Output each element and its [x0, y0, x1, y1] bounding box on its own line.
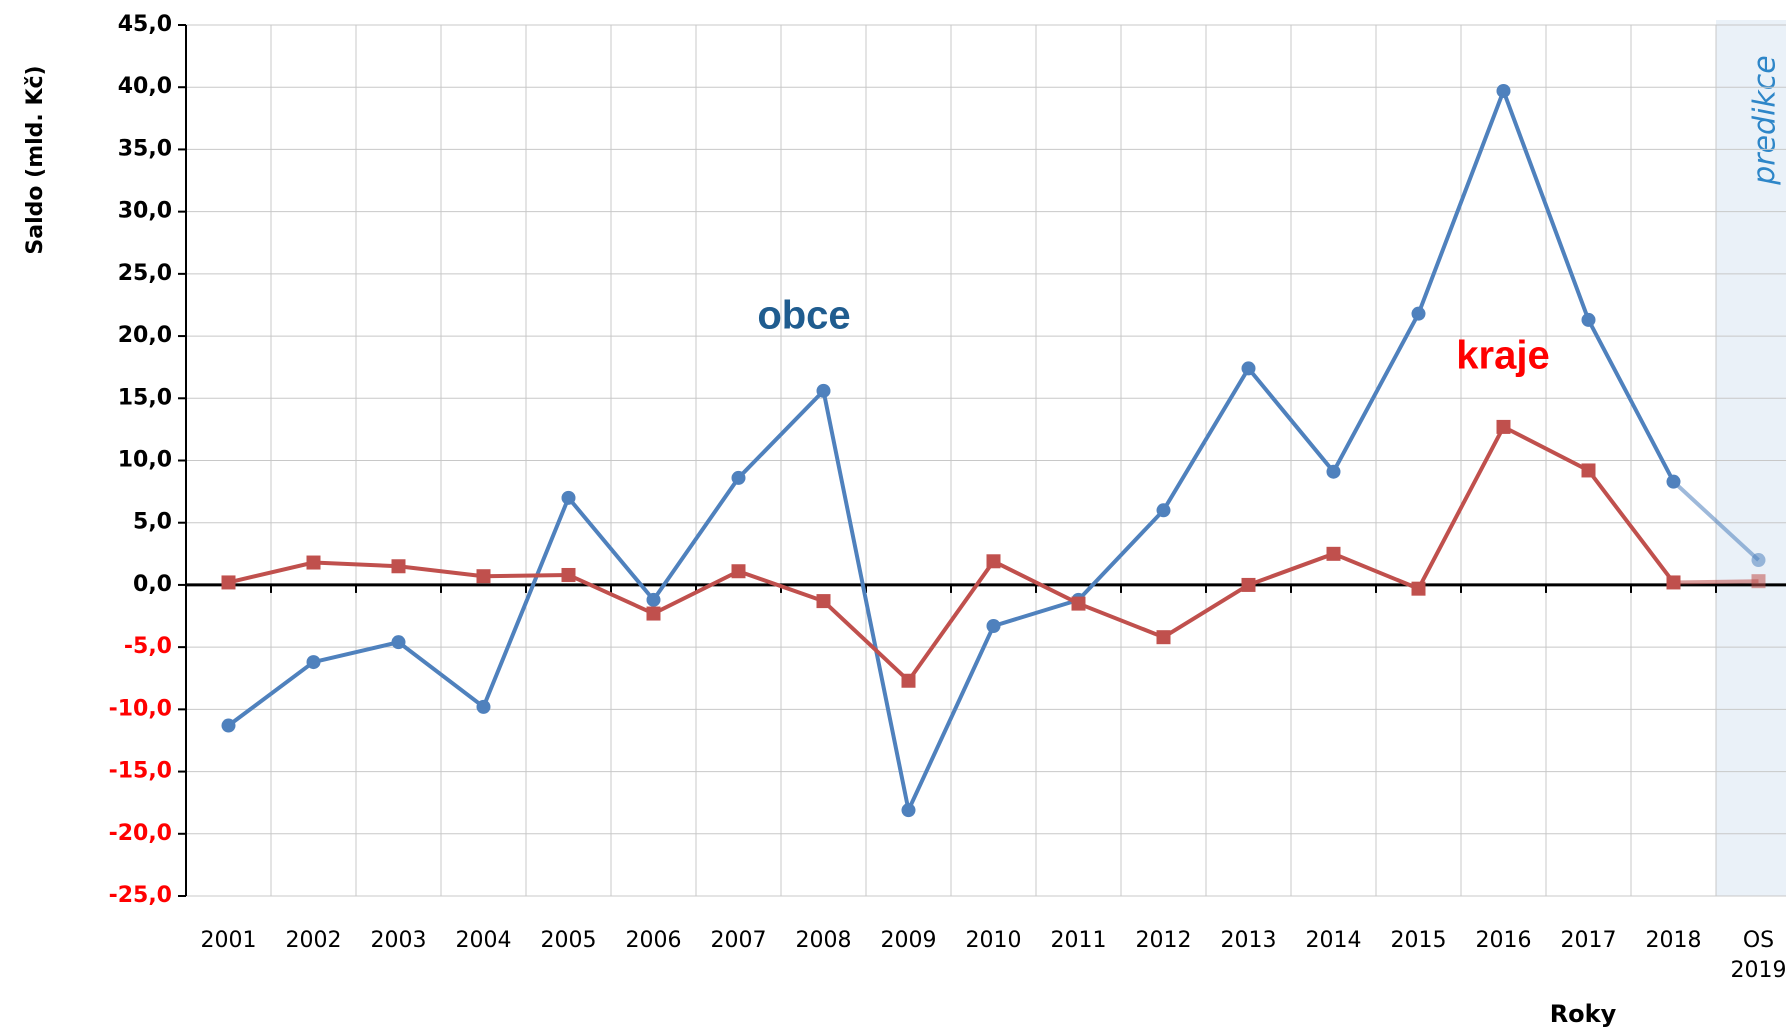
y-axis-label: Saldo (mld. Kč)	[23, 65, 48, 254]
point	[1751, 553, 1766, 568]
point	[476, 569, 491, 584]
point	[306, 655, 321, 670]
x-tick-label: 2016	[1475, 928, 1532, 953]
y-tick-label: -10,0	[109, 696, 172, 721]
prediction-label: predikce	[1748, 55, 1783, 186]
point	[306, 555, 321, 570]
point	[646, 606, 661, 621]
y-tick-label: -20,0	[109, 821, 172, 846]
y-tick-label: 10,0	[118, 448, 172, 473]
point	[1071, 596, 1086, 611]
point	[1326, 546, 1341, 561]
x-tick-label: 2009	[880, 928, 937, 953]
point	[731, 470, 746, 485]
annotation: kraje	[1456, 334, 1549, 378]
point	[986, 554, 1001, 569]
point	[476, 699, 491, 714]
y-tick-label: 40,0	[118, 74, 172, 99]
x-tick-label: OS 2019	[1730, 928, 1786, 983]
point	[1581, 463, 1596, 478]
point	[1241, 361, 1256, 376]
x-tick-label: 2007	[710, 928, 767, 953]
y-tick-label: 0,0	[133, 572, 172, 597]
point	[646, 592, 661, 607]
point	[1751, 574, 1766, 589]
point	[561, 567, 576, 582]
point	[816, 594, 831, 609]
x-tick-label: 2008	[795, 928, 852, 953]
y-tick-label: -15,0	[109, 759, 172, 784]
point	[986, 618, 1001, 633]
x-tick-label: 2013	[1220, 928, 1277, 953]
annotation: obce	[757, 294, 850, 338]
x-tick-label: 2002	[285, 928, 342, 953]
point	[221, 575, 236, 590]
x-tick-label: 2003	[370, 928, 427, 953]
point	[901, 673, 916, 688]
y-tick-label: -5,0	[124, 634, 172, 659]
x-tick-label: 2001	[200, 928, 257, 953]
y-tick-label: 5,0	[133, 510, 172, 535]
point	[221, 718, 236, 733]
point	[731, 564, 746, 579]
y-tick-label: 35,0	[118, 136, 172, 161]
point	[391, 635, 406, 650]
point	[1411, 306, 1426, 321]
y-tick-label: 25,0	[118, 261, 172, 286]
x-tick-label: 2010	[965, 928, 1022, 953]
x-tick-label: 2012	[1135, 928, 1192, 953]
line-series	[227, 85, 1676, 817]
line-series	[228, 424, 1676, 684]
point	[561, 490, 576, 505]
x-tick-label: 2005	[540, 928, 597, 953]
x-tick-label: 2017	[1560, 928, 1617, 953]
point	[1411, 581, 1426, 596]
x-tick-label: 2018	[1645, 928, 1702, 953]
point	[1156, 503, 1171, 518]
y-tick-label: 30,0	[118, 199, 172, 224]
point	[391, 559, 406, 574]
y-tick-label: 15,0	[118, 385, 172, 410]
prediction-segment	[1672, 480, 1760, 562]
point	[901, 803, 916, 818]
prediction-segment	[1673, 579, 1759, 585]
x-tick-label: 2006	[625, 928, 682, 953]
y-tick-label: 45,0	[118, 12, 172, 37]
x-tick-label: 2014	[1305, 928, 1362, 953]
point	[1496, 419, 1511, 434]
x-tick-label: 2011	[1050, 928, 1107, 953]
prediction-area	[1716, 20, 1786, 896]
point	[1241, 577, 1256, 592]
point	[1666, 575, 1681, 590]
point	[1666, 474, 1681, 489]
x-tick-label: 2004	[455, 928, 512, 953]
point	[1581, 312, 1596, 327]
y-tick-label: 20,0	[118, 323, 172, 348]
y-tick-label: -25,0	[109, 883, 172, 908]
x-axis-label: Roky	[1550, 1000, 1617, 1028]
x-tick-label: 2015	[1390, 928, 1447, 953]
point	[1496, 83, 1511, 98]
point	[816, 383, 831, 398]
point	[1326, 464, 1341, 479]
point	[1156, 630, 1171, 645]
